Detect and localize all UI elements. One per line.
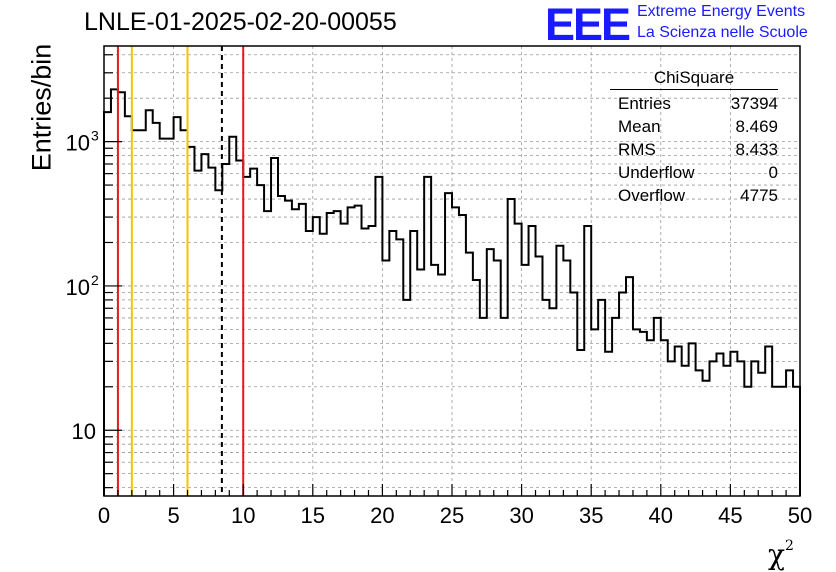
stats-label: RMS bbox=[618, 140, 656, 159]
x-tick-label: 5 bbox=[167, 503, 179, 528]
stats-label: Mean bbox=[618, 117, 661, 136]
stats-row-mean: Mean 8.469 bbox=[610, 115, 778, 138]
axis-ticks bbox=[103, 54, 801, 496]
stats-row-underflow: Underflow 0 bbox=[610, 161, 778, 184]
x-tick-label: 30 bbox=[509, 503, 533, 528]
y-tick-label-exponent: 3 bbox=[91, 128, 99, 144]
x-axis-label-base: χ bbox=[768, 538, 785, 571]
x-tick-label: 35 bbox=[579, 503, 603, 528]
stats-value: 8.469 bbox=[735, 117, 778, 136]
chart-title: LNLE-01-2025-02-20-00055 bbox=[84, 8, 397, 36]
x-tick-labels: 0 5 10 15 20 25 30 35 40 45 50 bbox=[98, 503, 812, 528]
stats-label: Underflow bbox=[618, 163, 695, 182]
stats-box: ChiSquare Entries 37394 Mean 8.469 RMS 8.43… bbox=[610, 68, 778, 207]
x-tick-label: 45 bbox=[718, 503, 742, 528]
x-tick-label: 40 bbox=[649, 503, 673, 528]
brand-line-1: Extreme Energy Events bbox=[637, 3, 806, 20]
grid-lines bbox=[104, 46, 800, 496]
x-tick-label: 25 bbox=[440, 503, 464, 528]
x-tick-label: 0 bbox=[98, 503, 110, 528]
x-tick-label: 20 bbox=[370, 503, 394, 528]
stats-label: Entries bbox=[618, 94, 671, 113]
x-tick-label: 15 bbox=[301, 503, 325, 528]
y-axis-label: Entries/bin bbox=[26, 43, 57, 172]
x-axis-label-sup: 2 bbox=[784, 537, 794, 554]
stats-row-overflow: Overflow 4775 bbox=[610, 184, 778, 207]
brand-line-2: La Scienza nelle Scuole bbox=[637, 24, 808, 41]
x-tick-label: 50 bbox=[788, 503, 812, 528]
stats-value: 37394 bbox=[730, 94, 778, 113]
y-tick-label: 10 bbox=[66, 131, 90, 156]
y-tick-label: 10 bbox=[66, 275, 90, 300]
eee-logo: EEE bbox=[545, 0, 631, 50]
marker-lines bbox=[116, 46, 245, 496]
x-tick-label: 10 bbox=[231, 503, 255, 528]
stats-value: 4775 bbox=[740, 186, 778, 205]
x-axis-label: χ2 bbox=[768, 538, 794, 571]
y-tick-label: 10 bbox=[72, 419, 96, 444]
stats-value: 8.433 bbox=[735, 140, 778, 159]
stats-row-entries: Entries 37394 bbox=[610, 92, 778, 115]
stats-row-rms: RMS 8.433 bbox=[610, 138, 778, 161]
stats-label: Overflow bbox=[618, 186, 686, 205]
y-tick-label-exponent: 2 bbox=[91, 272, 99, 288]
stats-value: 0 bbox=[768, 163, 778, 182]
stats-title: ChiSquare bbox=[610, 68, 778, 90]
